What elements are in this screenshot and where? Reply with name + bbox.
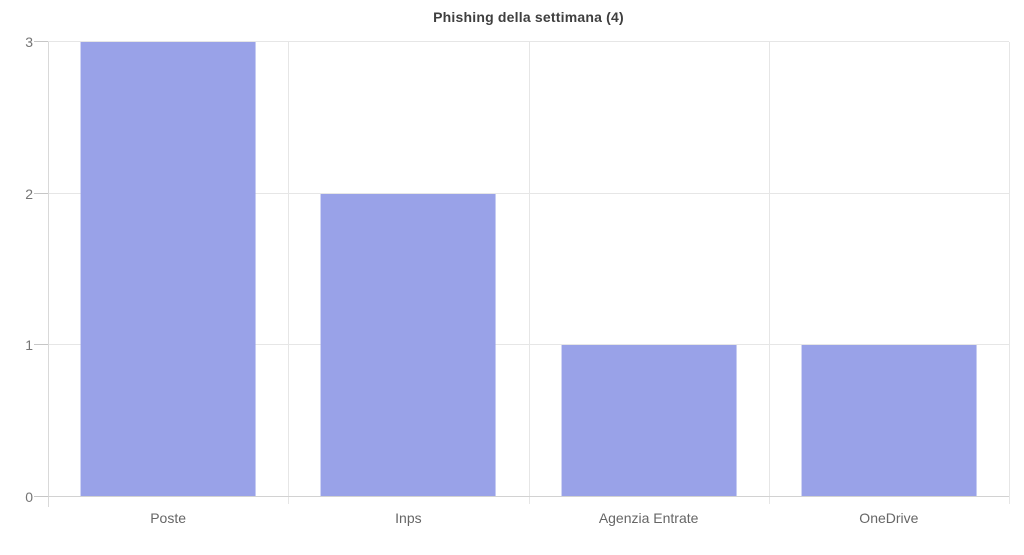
x-gridline bbox=[528, 42, 530, 504]
bar-inps[interactable] bbox=[320, 193, 496, 497]
x-gridline bbox=[1009, 42, 1010, 504]
y-axis-label: 2 bbox=[25, 185, 33, 202]
y-axis-label: 1 bbox=[25, 337, 33, 354]
y-axis-tick bbox=[34, 496, 48, 497]
x-axis-label: Inps bbox=[395, 510, 422, 526]
bar-onedrive[interactable] bbox=[801, 345, 977, 497]
x-gridline bbox=[288, 42, 290, 504]
x-axis-label: Poste bbox=[150, 510, 187, 526]
bar-agenzia-entrate[interactable] bbox=[561, 345, 737, 497]
chart-title: Phishing della settimana (4) bbox=[433, 9, 624, 25]
y-axis-label: 0 bbox=[25, 489, 33, 505]
plot-area: 0 1 2 3 Poste Inps Agenzia Entrate OneDrive bbox=[25, 35, 1010, 525]
bar-poste[interactable] bbox=[80, 42, 256, 497]
y-axis-line bbox=[48, 42, 49, 507]
y-gridline bbox=[48, 41, 1009, 42]
x-axis-baseline bbox=[48, 496, 1009, 497]
y-axis-label: 3 bbox=[25, 34, 33, 50]
x-gridline bbox=[768, 42, 770, 504]
x-axis-label: OneDrive bbox=[859, 510, 919, 526]
x-axis-label: Agenzia Entrate bbox=[598, 510, 699, 526]
y-axis-tick bbox=[34, 344, 48, 346]
y-axis-tick bbox=[34, 192, 48, 194]
y-axis-tick bbox=[34, 41, 48, 42]
